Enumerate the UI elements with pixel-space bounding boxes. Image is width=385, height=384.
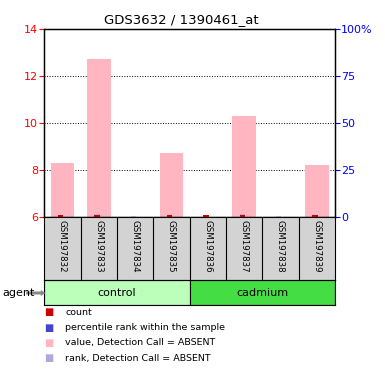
Bar — [190, 280, 335, 305]
Text: agent: agent — [2, 288, 34, 298]
Bar — [58, 215, 64, 217]
Text: GDS3632 / 1390461_at: GDS3632 / 1390461_at — [104, 13, 258, 26]
Bar — [87, 60, 110, 217]
Bar — [94, 214, 100, 217]
Text: GSM197838: GSM197838 — [276, 220, 285, 273]
Bar — [239, 214, 245, 217]
Text: ■: ■ — [44, 353, 54, 363]
Text: GSM197836: GSM197836 — [203, 220, 212, 273]
Bar — [239, 215, 245, 217]
Text: percentile rank within the sample: percentile rank within the sample — [65, 323, 226, 332]
Bar — [167, 215, 172, 217]
Bar — [94, 215, 100, 217]
Bar — [312, 215, 318, 217]
Bar — [305, 165, 328, 217]
Text: GSM197835: GSM197835 — [167, 220, 176, 273]
Text: ■: ■ — [44, 338, 54, 348]
Text: GSM197839: GSM197839 — [312, 220, 321, 273]
Bar — [232, 116, 256, 217]
Bar — [312, 215, 318, 217]
Bar — [203, 215, 209, 217]
Bar — [276, 216, 281, 217]
Bar — [58, 215, 64, 217]
Text: ■: ■ — [44, 323, 54, 333]
Text: ■: ■ — [44, 307, 54, 317]
Text: control: control — [98, 288, 136, 298]
Text: rank, Detection Call = ABSENT: rank, Detection Call = ABSENT — [65, 354, 211, 363]
Bar — [160, 154, 183, 217]
Bar — [167, 215, 172, 217]
Text: count: count — [65, 308, 92, 317]
Text: cadmium: cadmium — [236, 288, 288, 298]
Text: GSM197834: GSM197834 — [131, 220, 140, 273]
Text: GSM197833: GSM197833 — [94, 220, 103, 273]
Bar — [44, 280, 190, 305]
Text: GSM197832: GSM197832 — [58, 220, 67, 273]
Text: value, Detection Call = ABSENT: value, Detection Call = ABSENT — [65, 338, 216, 348]
Bar — [51, 163, 74, 217]
Text: GSM197837: GSM197837 — [239, 220, 249, 273]
Bar — [203, 215, 209, 217]
